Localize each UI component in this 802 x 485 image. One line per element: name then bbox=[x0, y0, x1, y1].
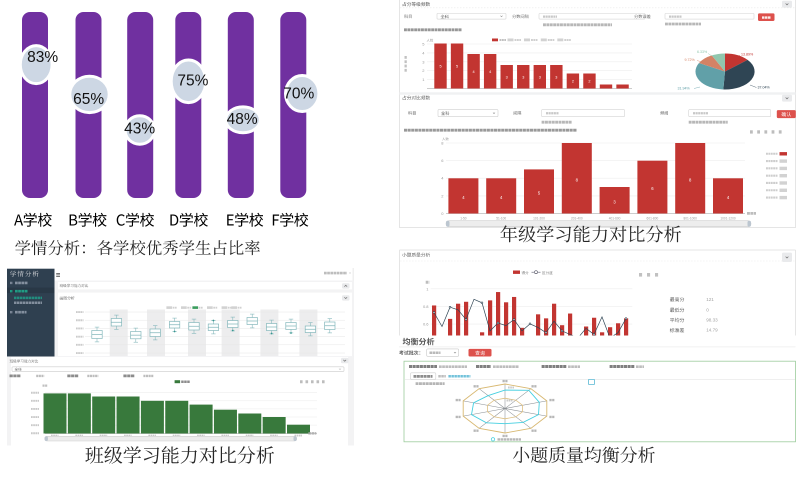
svg-text:6.33%: 6.33% bbox=[697, 50, 708, 54]
svg-text:5: 5 bbox=[422, 42, 425, 47]
svg-text:4: 4 bbox=[500, 195, 503, 200]
svg-text:401-600: 401-600 bbox=[609, 217, 621, 221]
svg-text:1: 1 bbox=[426, 286, 429, 291]
svg-text:201-400: 201-400 bbox=[571, 217, 583, 221]
svg-text:2: 2 bbox=[572, 80, 574, 84]
svg-text:4: 4 bbox=[473, 70, 475, 74]
svg-text:9.72%: 9.72% bbox=[685, 58, 696, 62]
svg-text:601-800: 601-800 bbox=[647, 217, 659, 221]
svg-text:2: 2 bbox=[588, 80, 590, 84]
svg-text:13.89%: 13.89% bbox=[741, 53, 754, 57]
svg-text:51-100: 51-100 bbox=[496, 217, 506, 221]
svg-text:0: 0 bbox=[706, 307, 709, 312]
svg-text:43%: 43% bbox=[124, 121, 155, 138]
svg-text:5: 5 bbox=[439, 65, 441, 69]
svg-text:37.04%: 37.04% bbox=[758, 86, 771, 90]
svg-text:2: 2 bbox=[422, 68, 425, 73]
svg-text:4: 4 bbox=[462, 195, 465, 200]
svg-text:5: 5 bbox=[456, 65, 458, 69]
svg-text:8: 8 bbox=[441, 141, 444, 146]
svg-text:3: 3 bbox=[555, 75, 557, 79]
svg-text:83%: 83% bbox=[27, 49, 58, 66]
svg-text:75%: 75% bbox=[177, 73, 208, 90]
svg-text:4: 4 bbox=[489, 70, 491, 74]
svg-text:31.94%: 31.94% bbox=[678, 87, 691, 91]
svg-text:1: 1 bbox=[422, 77, 425, 82]
svg-text:3: 3 bbox=[613, 199, 616, 204]
svg-text:98.33: 98.33 bbox=[706, 318, 718, 323]
svg-text:0: 0 bbox=[441, 211, 444, 216]
svg-text:4: 4 bbox=[422, 50, 425, 55]
svg-text:2: 2 bbox=[441, 193, 444, 198]
svg-text:0.6: 0.6 bbox=[423, 322, 429, 327]
svg-text:5: 5 bbox=[538, 190, 541, 195]
svg-text:6: 6 bbox=[651, 186, 654, 191]
svg-text:6: 6 bbox=[441, 158, 444, 163]
svg-text:4: 4 bbox=[727, 195, 730, 200]
svg-text:801-1000: 801-1000 bbox=[683, 217, 697, 221]
svg-text:8: 8 bbox=[576, 177, 579, 182]
svg-text:121: 121 bbox=[706, 297, 714, 302]
svg-text:14.79: 14.79 bbox=[706, 328, 718, 333]
svg-text:1001-1200: 1001-1200 bbox=[720, 217, 735, 221]
svg-text:65%: 65% bbox=[73, 91, 104, 108]
svg-text:3: 3 bbox=[522, 75, 524, 79]
svg-text:4: 4 bbox=[441, 176, 444, 181]
svg-text:1-50: 1-50 bbox=[460, 217, 467, 221]
svg-text:3: 3 bbox=[422, 59, 425, 64]
svg-text:3: 3 bbox=[539, 75, 541, 79]
svg-text:101-200: 101-200 bbox=[533, 217, 545, 221]
svg-text:0.8: 0.8 bbox=[423, 304, 429, 309]
svg-text:3: 3 bbox=[506, 75, 508, 79]
svg-text:48%: 48% bbox=[227, 111, 258, 128]
svg-text:8: 8 bbox=[689, 177, 692, 182]
svg-text:70%: 70% bbox=[283, 86, 314, 103]
